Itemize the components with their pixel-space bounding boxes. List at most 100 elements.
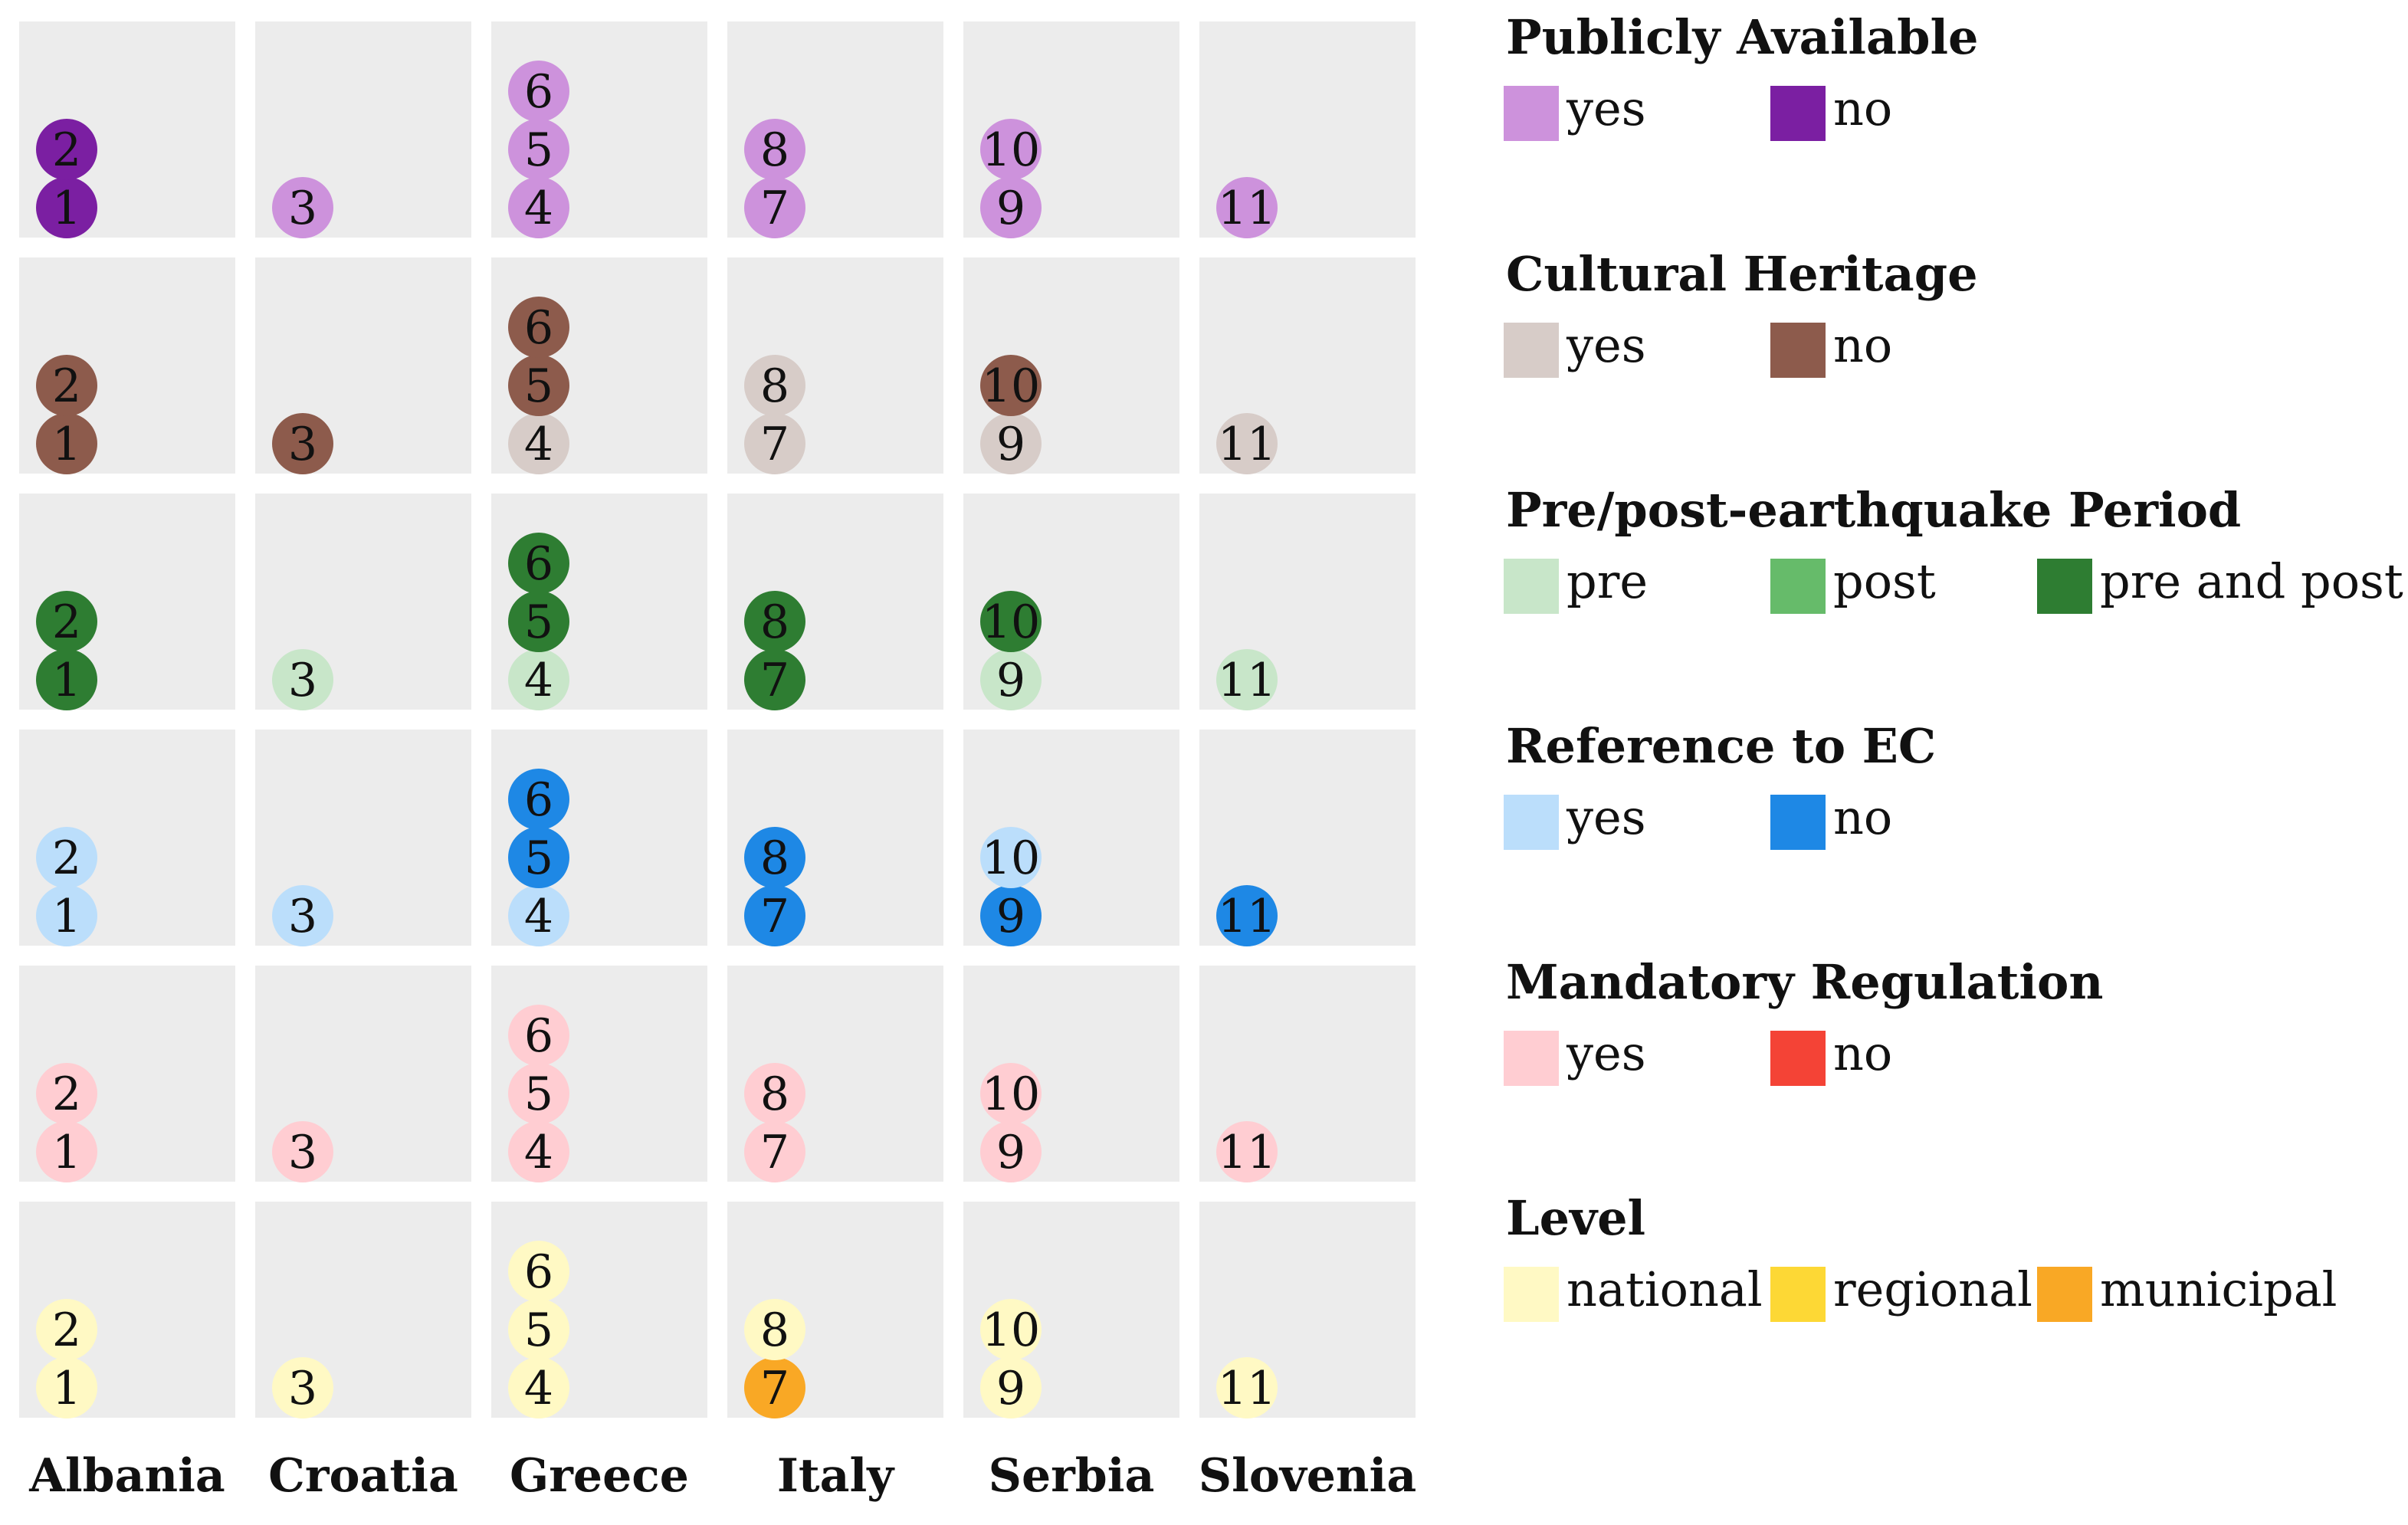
dot-label: 1 — [52, 1362, 81, 1415]
dot-reference-to-ec-doc-6 — [508, 769, 569, 830]
legend-swatch — [1504, 559, 1559, 614]
legend-title: Reference to EC — [1506, 718, 1937, 774]
dot-label: 7 — [760, 654, 789, 707]
dot-label: 3 — [288, 182, 317, 235]
dot-cultural-heritage-doc-11 — [1216, 413, 1278, 474]
dot-publicly-available-doc-2 — [36, 119, 97, 180]
legend-title: Publicly Available — [1506, 9, 1979, 65]
dot-reference-to-ec-doc-10 — [980, 827, 1042, 888]
dot-label: 7 — [760, 1126, 789, 1179]
dot-label: 9 — [996, 1126, 1025, 1179]
country-labels: Albania Croatia Greece Italy Serbia Slovenia — [28, 1449, 1416, 1503]
dot-label: 2 — [52, 1304, 81, 1357]
dot-publicly-available-doc-6 — [508, 61, 569, 122]
dot-label: 7 — [760, 1362, 789, 1415]
dot-label: 3 — [288, 1126, 317, 1179]
dot-mandatory-regulation-doc-5 — [508, 1063, 569, 1124]
dot-level-doc-10 — [980, 1299, 1042, 1360]
dot-pre-post-earthquake-period-doc-8 — [744, 591, 805, 652]
dot-publicly-available-doc-5 — [508, 119, 569, 180]
dot-cultural-heritage-doc-10 — [980, 355, 1042, 416]
dot-mandatory-regulation-doc-9 — [980, 1121, 1042, 1182]
dot-label: 1 — [52, 654, 81, 707]
legend-swatch — [1770, 1267, 1826, 1322]
country-label-slovenia: Slovenia — [1199, 1449, 1416, 1503]
dot-label: 5 — [524, 831, 553, 885]
dot-mandatory-regulation-doc-8 — [744, 1063, 805, 1124]
legend-label: no — [1833, 1025, 1893, 1081]
dot-label: 10 — [982, 1068, 1040, 1121]
legend-swatch — [1770, 323, 1826, 378]
dot-label: 8 — [760, 123, 789, 177]
dot-label: 5 — [524, 1304, 553, 1357]
dot-label: 11 — [1218, 654, 1276, 707]
dot-level-doc-5 — [508, 1299, 569, 1360]
dot-label: 6 — [524, 301, 553, 355]
country-label-greece: Greece — [510, 1449, 689, 1503]
dot-label: 8 — [760, 359, 789, 413]
dot-label: 11 — [1218, 418, 1276, 471]
dot-level-doc-7 — [744, 1357, 805, 1418]
dot-label: 3 — [288, 654, 317, 707]
dot-level-doc-8 — [744, 1299, 805, 1360]
dot-pre-post-earthquake-period-doc-5 — [508, 591, 569, 652]
dot-publicly-available-doc-9 — [980, 177, 1042, 238]
dot-reference-to-ec-doc-7 — [744, 885, 805, 946]
chart-cells — [19, 21, 1416, 1418]
legend-group-publicly-available: Publicly Available yes no — [1494, 9, 2399, 141]
dot-publicly-available-doc-10 — [980, 119, 1042, 180]
legend-label: yes — [1567, 789, 1646, 845]
dot-reference-to-ec-doc-5 — [508, 827, 569, 888]
dot-cultural-heritage-doc-5 — [508, 355, 569, 416]
dot-cultural-heritage-doc-6 — [508, 297, 569, 358]
country-label-croatia: Croatia — [268, 1449, 458, 1503]
dot-label: 2 — [52, 595, 81, 649]
dot-cultural-heritage-doc-1 — [36, 413, 97, 474]
dot-mandatory-regulation-doc-2 — [36, 1063, 97, 1124]
dot-label: 1 — [52, 418, 81, 471]
dot-pre-post-earthquake-period-doc-2 — [36, 591, 97, 652]
dot-label: 4 — [524, 654, 553, 707]
legend-label: pre and post — [2100, 553, 2403, 609]
dot-level-doc-1 — [36, 1357, 97, 1418]
dot-label: 2 — [52, 831, 81, 885]
dot-label: 5 — [524, 595, 553, 649]
dot-mandatory-regulation-doc-10 — [980, 1063, 1042, 1124]
dot-reference-to-ec-doc-1 — [36, 885, 97, 946]
dot-label: 6 — [524, 1009, 553, 1063]
dot-label: 6 — [524, 773, 553, 827]
dot-mandatory-regulation-doc-6 — [508, 1005, 569, 1066]
legend-group-cultural-heritage: Cultural Heritage yes no — [1494, 246, 2399, 378]
dot-label: 1 — [52, 890, 81, 943]
dot-pre-post-earthquake-period-doc-6 — [508, 533, 569, 594]
dot-mandatory-regulation-doc-4 — [508, 1121, 569, 1182]
dot-mandatory-regulation-doc-1 — [36, 1121, 97, 1182]
dot-label: 9 — [996, 890, 1025, 943]
dot-label: 10 — [982, 831, 1040, 885]
dot-reference-to-ec-doc-8 — [744, 827, 805, 888]
dot-level-doc-6 — [508, 1241, 569, 1302]
dot-label: 11 — [1218, 1362, 1276, 1415]
dot-label: 5 — [524, 123, 553, 177]
dot-label: 2 — [52, 359, 81, 413]
dot-publicly-available-doc-8 — [744, 119, 805, 180]
dot-level-doc-9 — [980, 1357, 1042, 1418]
dot-level-doc-11 — [1216, 1357, 1278, 1418]
legend-title: Cultural Heritage — [1506, 246, 1978, 302]
legend-label: national — [1567, 1261, 1763, 1317]
legend-group-level: Level national regional municipal — [1494, 1195, 2399, 1322]
dot-label: 2 — [52, 1068, 81, 1121]
dot-label: 3 — [288, 418, 317, 471]
dot-mandatory-regulation-doc-7 — [744, 1121, 805, 1182]
dot-label: 10 — [982, 595, 1040, 649]
dot-level-doc-4 — [508, 1357, 569, 1418]
dot-label: 8 — [760, 1304, 789, 1357]
dot-cultural-heritage-doc-7 — [744, 413, 805, 474]
legend-swatch — [1770, 559, 1826, 614]
dot-label: 11 — [1218, 182, 1276, 235]
dot-label: 4 — [524, 1126, 553, 1179]
dot-pre-post-earthquake-period-doc-7 — [744, 649, 805, 710]
dot-label: 9 — [996, 654, 1025, 707]
